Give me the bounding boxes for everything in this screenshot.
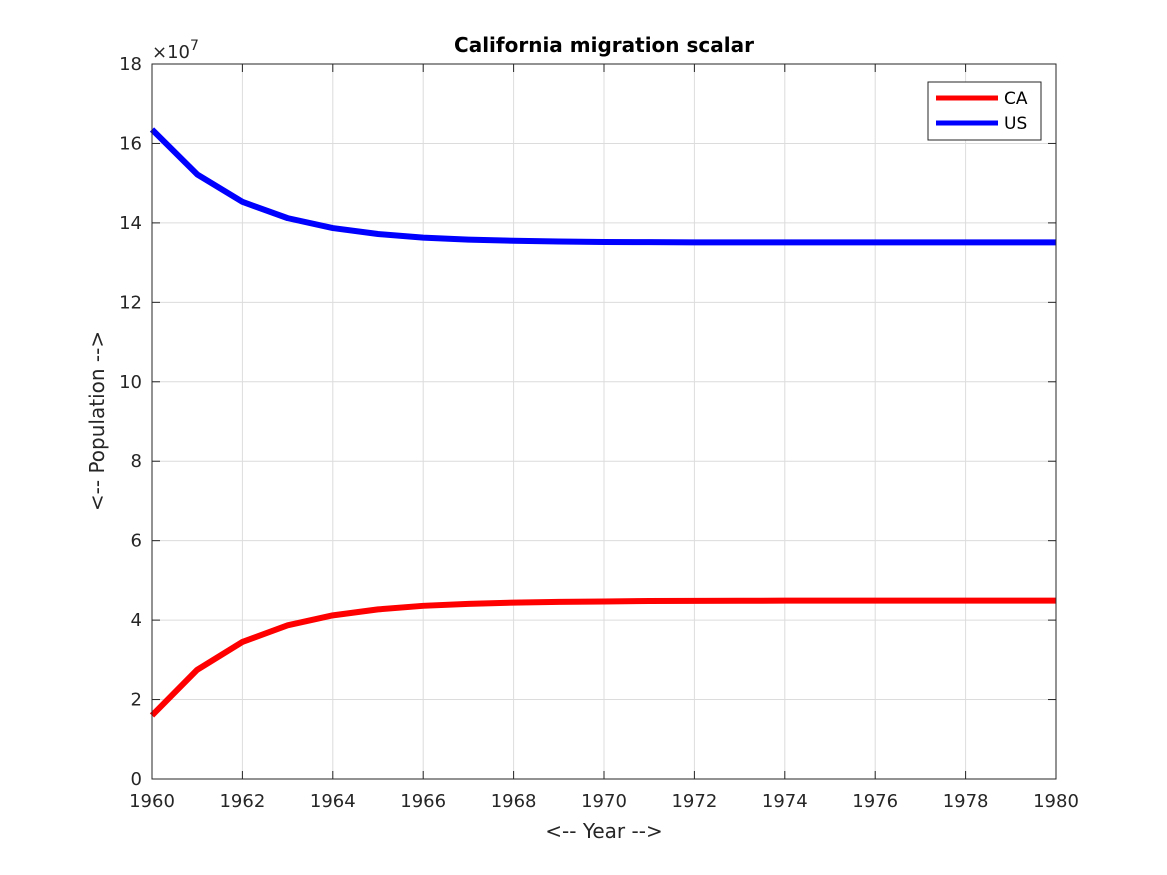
legend-label-us: US	[1004, 114, 1027, 134]
y-tick-label: 12	[119, 292, 142, 313]
x-tick-label: 1964	[310, 791, 356, 812]
x-tick-label: 1972	[671, 791, 717, 812]
y-axis-label: <-- Population -->	[85, 331, 109, 511]
x-tick-label: 1978	[943, 791, 989, 812]
legend-label-ca: CA	[1004, 89, 1028, 109]
y-exponent-power: 7	[190, 38, 199, 54]
x-tick-labels: 1960 1962 1964 1966 1968 1970 1972 1974 1976 1978…	[129, 791, 1079, 812]
y-tick-labels: 0 2 4 6 8 10 12 14 16 18	[119, 54, 142, 790]
legend: CA US	[927, 81, 1042, 141]
plot-area	[149, 63, 1057, 780]
y-tick-label: 14	[119, 213, 142, 234]
x-tick-label: 1960	[129, 791, 175, 812]
y-exponent-label: ×107	[152, 38, 199, 63]
x-tick-label: 1966	[400, 791, 446, 812]
y-tick-label: 16	[119, 133, 142, 154]
x-tick-label: 1968	[491, 791, 537, 812]
x-tick-label: 1974	[762, 791, 808, 812]
y-exponent-base: ×10	[152, 42, 190, 63]
chart-title: California migration scalar	[454, 33, 754, 57]
y-tick-label: 18	[119, 54, 142, 75]
x-axis-label: <-- Year -->	[545, 819, 662, 843]
x-tick-label: 1980	[1033, 791, 1079, 812]
x-tick-label: 1970	[581, 791, 627, 812]
y-tick-label: 2	[131, 690, 142, 711]
x-tick-label: 1962	[219, 791, 265, 812]
x-tick-label: 1976	[852, 791, 898, 812]
legend-box	[927, 81, 1042, 141]
series-line-ca	[149, 597, 1056, 718]
tick-marks	[151, 63, 1057, 780]
y-tick-label: 8	[131, 451, 142, 472]
y-tick-label: 6	[131, 531, 142, 552]
series-line-us	[149, 127, 1056, 246]
y-tick-label: 4	[131, 610, 142, 631]
y-tick-label: 10	[119, 372, 142, 393]
y-tick-label: 0	[131, 769, 142, 790]
series-group	[149, 127, 1056, 718]
